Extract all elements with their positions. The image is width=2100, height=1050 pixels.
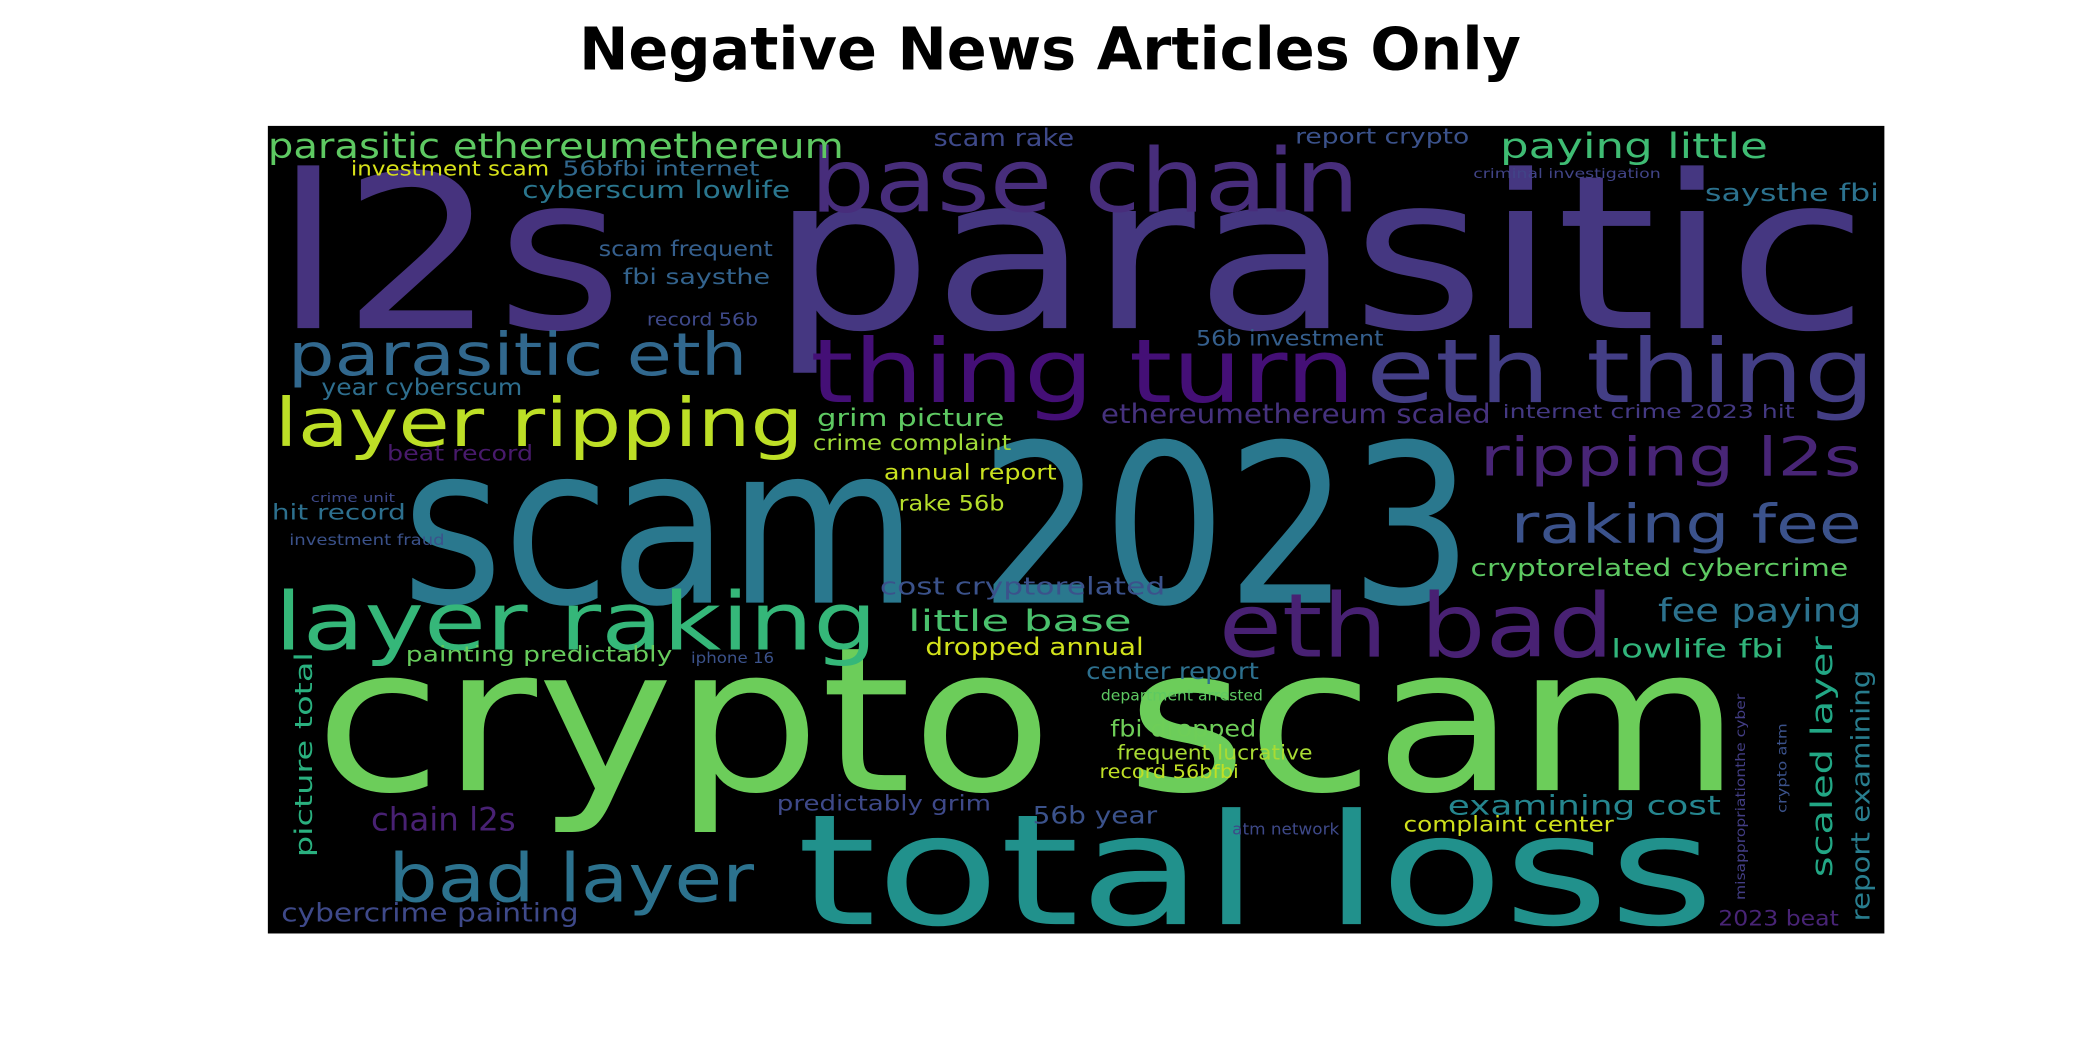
word: beat record	[387, 442, 533, 467]
word: cryptorelated cybercrime	[1471, 554, 1849, 582]
word: frequent lucrative	[1117, 740, 1313, 764]
word: criminal investigation	[1473, 167, 1661, 182]
word: annual report	[884, 460, 1057, 485]
word: complaint center	[1404, 813, 1614, 838]
word: painting predictably	[406, 643, 673, 668]
word: cyberscum lowlife	[522, 176, 790, 204]
word: paying little	[1500, 127, 1768, 167]
word: 56b investment	[1196, 327, 1384, 352]
word: ethereumethereum scaled	[1101, 399, 1491, 430]
word: fbi saysthe	[623, 265, 770, 290]
word: internet crime 2023 hit	[1503, 402, 1795, 423]
word: crypto atm	[1776, 723, 1791, 813]
cloud-background	[267, 125, 1885, 934]
word: saysthe fbi	[1705, 179, 1879, 207]
word: record 56b	[647, 310, 758, 330]
word: crime unit	[311, 491, 396, 505]
word: scam frequent	[599, 237, 773, 262]
word: year cyberscum	[321, 375, 522, 401]
word: picture total	[290, 652, 318, 857]
word: atm network	[1232, 819, 1340, 838]
word: record 56bfbi	[1100, 762, 1239, 783]
word: rake 56b	[899, 491, 1005, 516]
word: center report	[1086, 659, 1259, 685]
word: dropped annual	[925, 633, 1143, 661]
word: investment scam	[351, 156, 549, 180]
word: examining cost	[1448, 790, 1721, 821]
word: ripping l2s	[1480, 425, 1862, 488]
word: misappropriationthe cyber	[1734, 693, 1749, 900]
word: cost cryptorelated	[880, 573, 1165, 601]
word: fbi dropped	[1110, 717, 1256, 743]
word: predictably grim	[777, 791, 991, 816]
word: 56bfbi internet	[563, 156, 760, 180]
word: parasitic ethereumethereum	[268, 127, 844, 167]
word: iphone 16	[691, 650, 774, 667]
word: cybercrime painting	[281, 897, 578, 927]
word: crypto scam	[315, 605, 1741, 838]
word: grim picture	[817, 404, 1005, 432]
word: fee paying	[1658, 591, 1862, 629]
word: l2s	[275, 129, 623, 379]
word: layer raking	[275, 575, 878, 669]
word: scaled layer	[1805, 635, 1839, 877]
word: eth bad	[1219, 574, 1614, 677]
word: parasitic	[770, 129, 1868, 379]
word: department arrested	[1101, 687, 1263, 704]
word: crime complaint	[813, 431, 1011, 456]
word: lowlife fbi	[1611, 634, 1784, 664]
word: eth thing	[1366, 320, 1875, 423]
word: total loss	[797, 782, 1714, 961]
word: report examining	[1846, 670, 1876, 922]
word: raking fee	[1511, 492, 1862, 555]
word: investment fraud	[289, 532, 444, 549]
word: 56b year	[1033, 802, 1158, 830]
word: hit record	[272, 501, 406, 526]
word: bad layer	[388, 839, 754, 917]
word: scam rake	[933, 124, 1074, 152]
word: little base	[908, 604, 1132, 638]
word: thing turn	[810, 320, 1355, 423]
word: parasitic eth	[288, 320, 747, 389]
chart-title: Negative News Articles Only	[579, 15, 1521, 84]
word: scam 2023	[402, 399, 1473, 656]
word: 2023 beat	[1718, 906, 1839, 931]
word: chain l2s	[371, 800, 516, 838]
word: base chain	[810, 130, 1359, 233]
word: report crypto	[1295, 124, 1469, 149]
word: layer ripping	[275, 384, 804, 462]
